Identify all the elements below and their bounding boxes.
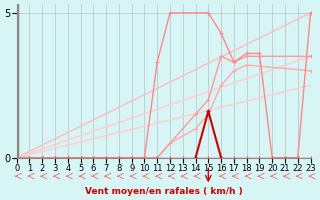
X-axis label: Vent moyen/en rafales ( km/h ): Vent moyen/en rafales ( km/h ) xyxy=(85,187,243,196)
